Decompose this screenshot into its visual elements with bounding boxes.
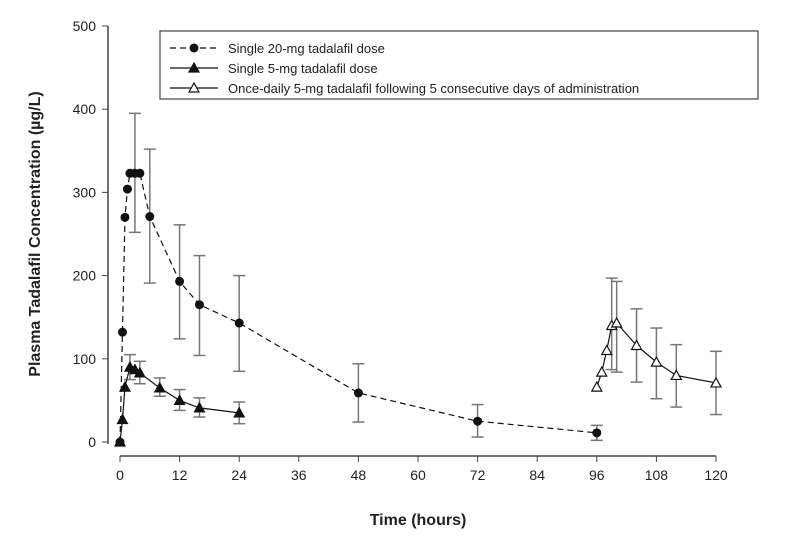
data-point <box>709 376 723 388</box>
data-point <box>187 81 201 93</box>
data-point <box>630 339 643 351</box>
data-point <box>187 61 201 73</box>
data-point <box>113 435 127 447</box>
data-point <box>120 212 130 222</box>
data-point <box>650 355 663 367</box>
x-tick-label: 96 <box>589 467 605 483</box>
data-point <box>233 406 246 418</box>
data-point <box>592 428 602 438</box>
data-point <box>145 212 155 222</box>
data-point <box>600 344 613 356</box>
x-tick-label: 36 <box>291 467 307 483</box>
data-point <box>473 416 483 426</box>
data-point <box>173 394 186 405</box>
x-tick-label: 84 <box>529 467 545 483</box>
data-point <box>234 318 244 328</box>
y-tick-label: 300 <box>73 184 97 200</box>
x-tick-label: 60 <box>410 467 426 483</box>
data-point <box>153 381 166 393</box>
data-point <box>194 300 204 310</box>
data-point <box>610 316 623 328</box>
x-axis-label: Time (hours) <box>370 512 467 529</box>
y-axis-label: Plasma Tadalafil Concentration (µg/L) <box>27 91 44 376</box>
legend-label: Once-daily 5-mg tadalafil following 5 co… <box>228 81 639 96</box>
data-point <box>353 388 363 398</box>
data-point <box>590 380 603 392</box>
data-point <box>135 168 145 178</box>
data-point <box>117 327 127 337</box>
x-tick-label: 120 <box>704 467 728 483</box>
legend-label: Single 5-mg tadalafil dose <box>228 61 378 76</box>
data-point <box>193 401 206 413</box>
legend-box <box>159 30 759 100</box>
data-point <box>175 276 185 286</box>
data-point <box>133 366 146 378</box>
y-tick-label: 400 <box>73 101 97 117</box>
y-tick-label: 0 <box>88 434 96 450</box>
y-tick-label: 500 <box>73 18 97 34</box>
x-tick-label: 72 <box>470 467 486 483</box>
data-point <box>116 413 129 425</box>
y-tick-label: 200 <box>73 268 97 284</box>
data-point <box>122 184 132 194</box>
x-tick-label: 48 <box>351 467 367 483</box>
x-tick-label: 108 <box>645 467 669 483</box>
y-tick-label: 100 <box>73 351 97 367</box>
x-tick-label: 12 <box>172 467 188 483</box>
data-point <box>595 365 608 377</box>
series-line-0 <box>119 172 597 443</box>
data-point <box>118 380 131 392</box>
x-tick-label: 24 <box>231 467 247 483</box>
x-tick-label: 0 <box>116 467 124 483</box>
data-point <box>189 43 199 53</box>
legend-label: Single 20-mg tadalafil dose <box>228 41 385 56</box>
data-point <box>670 369 683 381</box>
